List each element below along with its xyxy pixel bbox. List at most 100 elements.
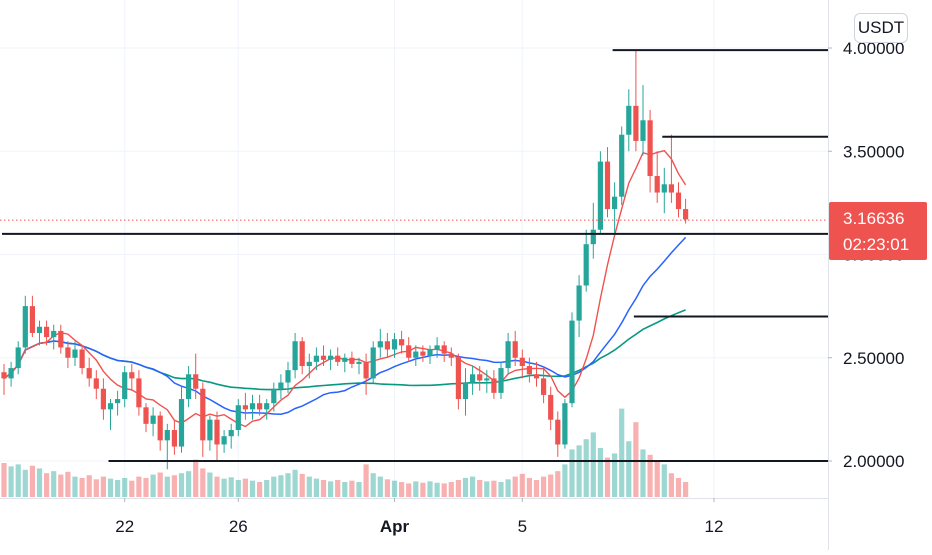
candle <box>349 351 355 369</box>
candle <box>576 275 582 338</box>
candle <box>484 370 490 393</box>
candle-body <box>100 388 106 410</box>
candle <box>44 320 50 346</box>
volume-bar <box>36 468 43 497</box>
volume-bar <box>186 471 192 497</box>
candle <box>455 353 461 410</box>
volume-bar <box>207 472 213 497</box>
volume-bar <box>65 471 71 497</box>
volume-bar <box>526 477 532 497</box>
candle-body <box>533 374 540 379</box>
candle <box>597 151 603 234</box>
volume-bar <box>406 483 412 497</box>
candle-body <box>44 326 50 338</box>
candle <box>299 337 305 375</box>
volume-bar <box>583 439 589 497</box>
y-tick-label: 2.50000 <box>843 349 904 368</box>
candle-body <box>157 415 163 441</box>
volume-bar <box>1 463 7 497</box>
volume-bar <box>164 476 170 497</box>
candle-body <box>512 341 518 358</box>
candle-body <box>356 361 362 364</box>
grid-layer <box>0 0 828 498</box>
last-price-label: 3.16636 <box>843 209 905 228</box>
volume-bar <box>122 477 128 497</box>
volume-bar <box>590 432 596 497</box>
volume-bar <box>264 480 270 497</box>
candle-body <box>285 370 291 383</box>
candle-body <box>264 403 270 410</box>
horizontal-levels[interactable] <box>2 49 828 462</box>
candle <box>242 392 248 420</box>
x-tick-label: 5 <box>518 517 527 536</box>
candle <box>65 341 71 369</box>
candle-body <box>115 399 121 404</box>
candle <box>292 332 298 379</box>
candle-body <box>505 341 511 369</box>
candle <box>107 399 114 431</box>
volume-bar <box>548 474 554 497</box>
volume-bar <box>306 476 312 497</box>
candle-body <box>342 357 348 362</box>
volume-bar <box>150 474 156 497</box>
candle <box>675 182 682 218</box>
candle-body <box>619 134 625 197</box>
candle-body <box>384 341 390 350</box>
candle <box>235 399 241 437</box>
volume-bar <box>79 477 85 497</box>
candle-body <box>93 378 99 389</box>
candle <box>541 366 547 404</box>
candle-body <box>193 374 199 389</box>
volume-bar <box>427 481 433 497</box>
candle-body <box>391 339 398 350</box>
candle <box>207 415 213 451</box>
candle <box>612 182 618 234</box>
candle-body <box>313 355 319 362</box>
volume-bar <box>93 479 99 497</box>
candle <box>285 361 291 393</box>
candle <box>548 386 554 431</box>
volume-bar <box>555 471 561 497</box>
candle <box>590 202 596 259</box>
candle-body <box>633 105 639 141</box>
candle-body <box>129 372 135 379</box>
candle <box>661 167 667 214</box>
candle-body <box>79 349 85 369</box>
candle-body <box>683 209 689 220</box>
candle-body <box>590 229 596 245</box>
candle <box>115 390 121 416</box>
candle <box>193 353 199 400</box>
x-tick-label: Apr <box>380 517 410 536</box>
currency-badge[interactable]: USDT <box>854 13 908 43</box>
candle <box>320 345 327 367</box>
candle <box>441 341 447 362</box>
volume-bar <box>242 478 248 497</box>
candle <box>619 126 625 205</box>
volume-bar <box>72 476 78 497</box>
volume-bar <box>8 466 14 497</box>
candle-body <box>498 368 504 393</box>
candle <box>370 341 376 383</box>
candle-body <box>164 430 170 441</box>
volume-bar <box>661 464 667 497</box>
candle <box>555 411 561 457</box>
volume-bar <box>335 480 341 497</box>
volume-bar <box>136 476 142 497</box>
candle-body <box>406 345 412 358</box>
volume-bar <box>349 480 355 497</box>
axes[interactable]: 2.000002.500003.500004.000003.000002226A… <box>0 0 904 550</box>
volume-bar <box>313 478 319 497</box>
volume-bar <box>342 482 348 497</box>
candle <box>306 353 312 379</box>
candle-body <box>377 341 383 348</box>
candle <box>583 229 589 292</box>
volume-bar <box>413 481 419 497</box>
volume-bar <box>597 448 603 497</box>
candle-body <box>526 366 532 375</box>
volume-bar <box>214 476 220 497</box>
volume-bar <box>86 475 92 497</box>
volume-bar <box>576 445 582 497</box>
volume-bar <box>512 476 518 497</box>
